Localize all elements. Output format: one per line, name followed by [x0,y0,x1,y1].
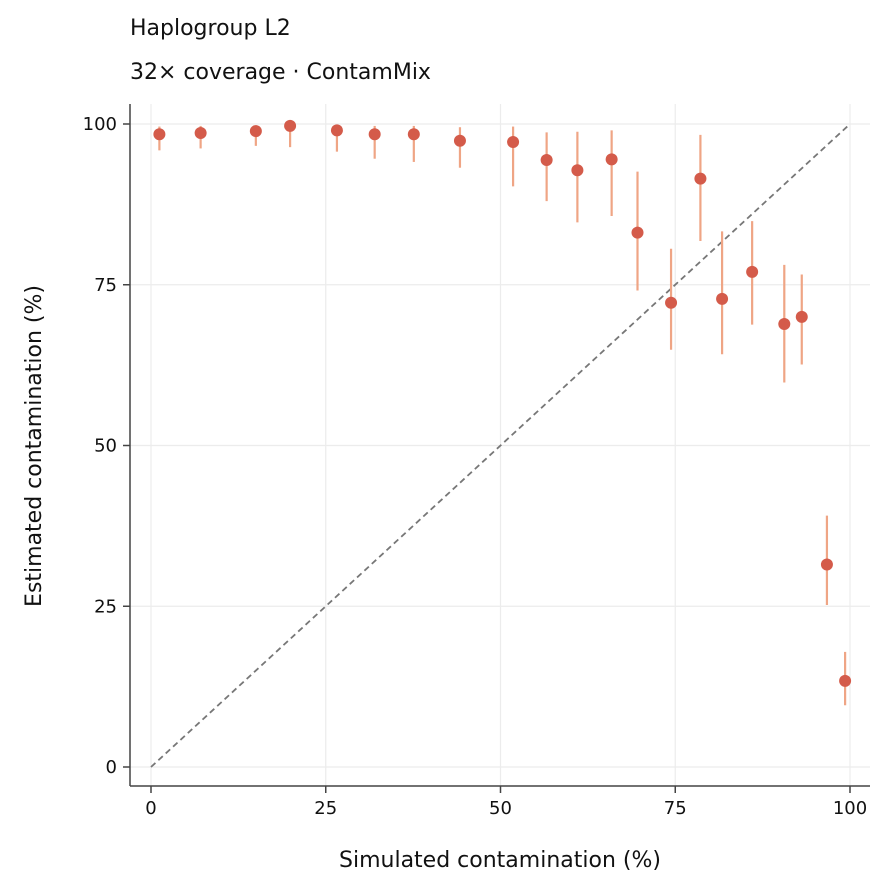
data-point [746,265,759,278]
x-tick-label: 25 [314,798,337,819]
data-point [540,154,553,167]
x-ticks: 0 25 50 75 100 [145,786,867,819]
x-tick-label: 0 [145,798,156,819]
y-axis-label: Estimated contamination (%) [22,285,47,607]
data-point [284,119,297,132]
data-point [407,128,420,141]
data-point [194,127,207,140]
data-point [249,125,262,138]
data-point [694,172,707,185]
chart-subtitle: 32× coverage · ContamMix [130,60,431,85]
data-point [665,296,678,309]
data-point [507,136,520,149]
y-tick-label: 0 [106,757,117,778]
chart-title: Haplogroup L2 [130,16,291,41]
x-tick-label: 75 [664,798,687,819]
x-tick-label: 50 [489,798,512,819]
data-point [368,128,381,141]
x-tick-label: 100 [833,798,867,819]
data-point [153,128,166,141]
data-point [820,558,833,571]
error-bars [158,124,847,706]
y-tick-label: 50 [94,436,117,457]
data-point [605,153,618,166]
data-point [571,164,584,177]
data-point [453,134,466,147]
y-tick-label: 75 [94,275,117,296]
y-tick-label: 25 [94,596,117,617]
data-point [716,292,729,305]
data-point [795,310,808,323]
data-point [778,317,791,330]
data-point [631,226,644,239]
x-axis-label: Simulated contamination (%) [339,848,661,873]
y-tick-label: 100 [83,114,117,135]
data-point [839,674,852,687]
reference-line [150,123,851,768]
data-point [330,124,343,137]
y-ticks: 0 25 50 75 100 [83,114,130,778]
data-points [153,119,852,687]
